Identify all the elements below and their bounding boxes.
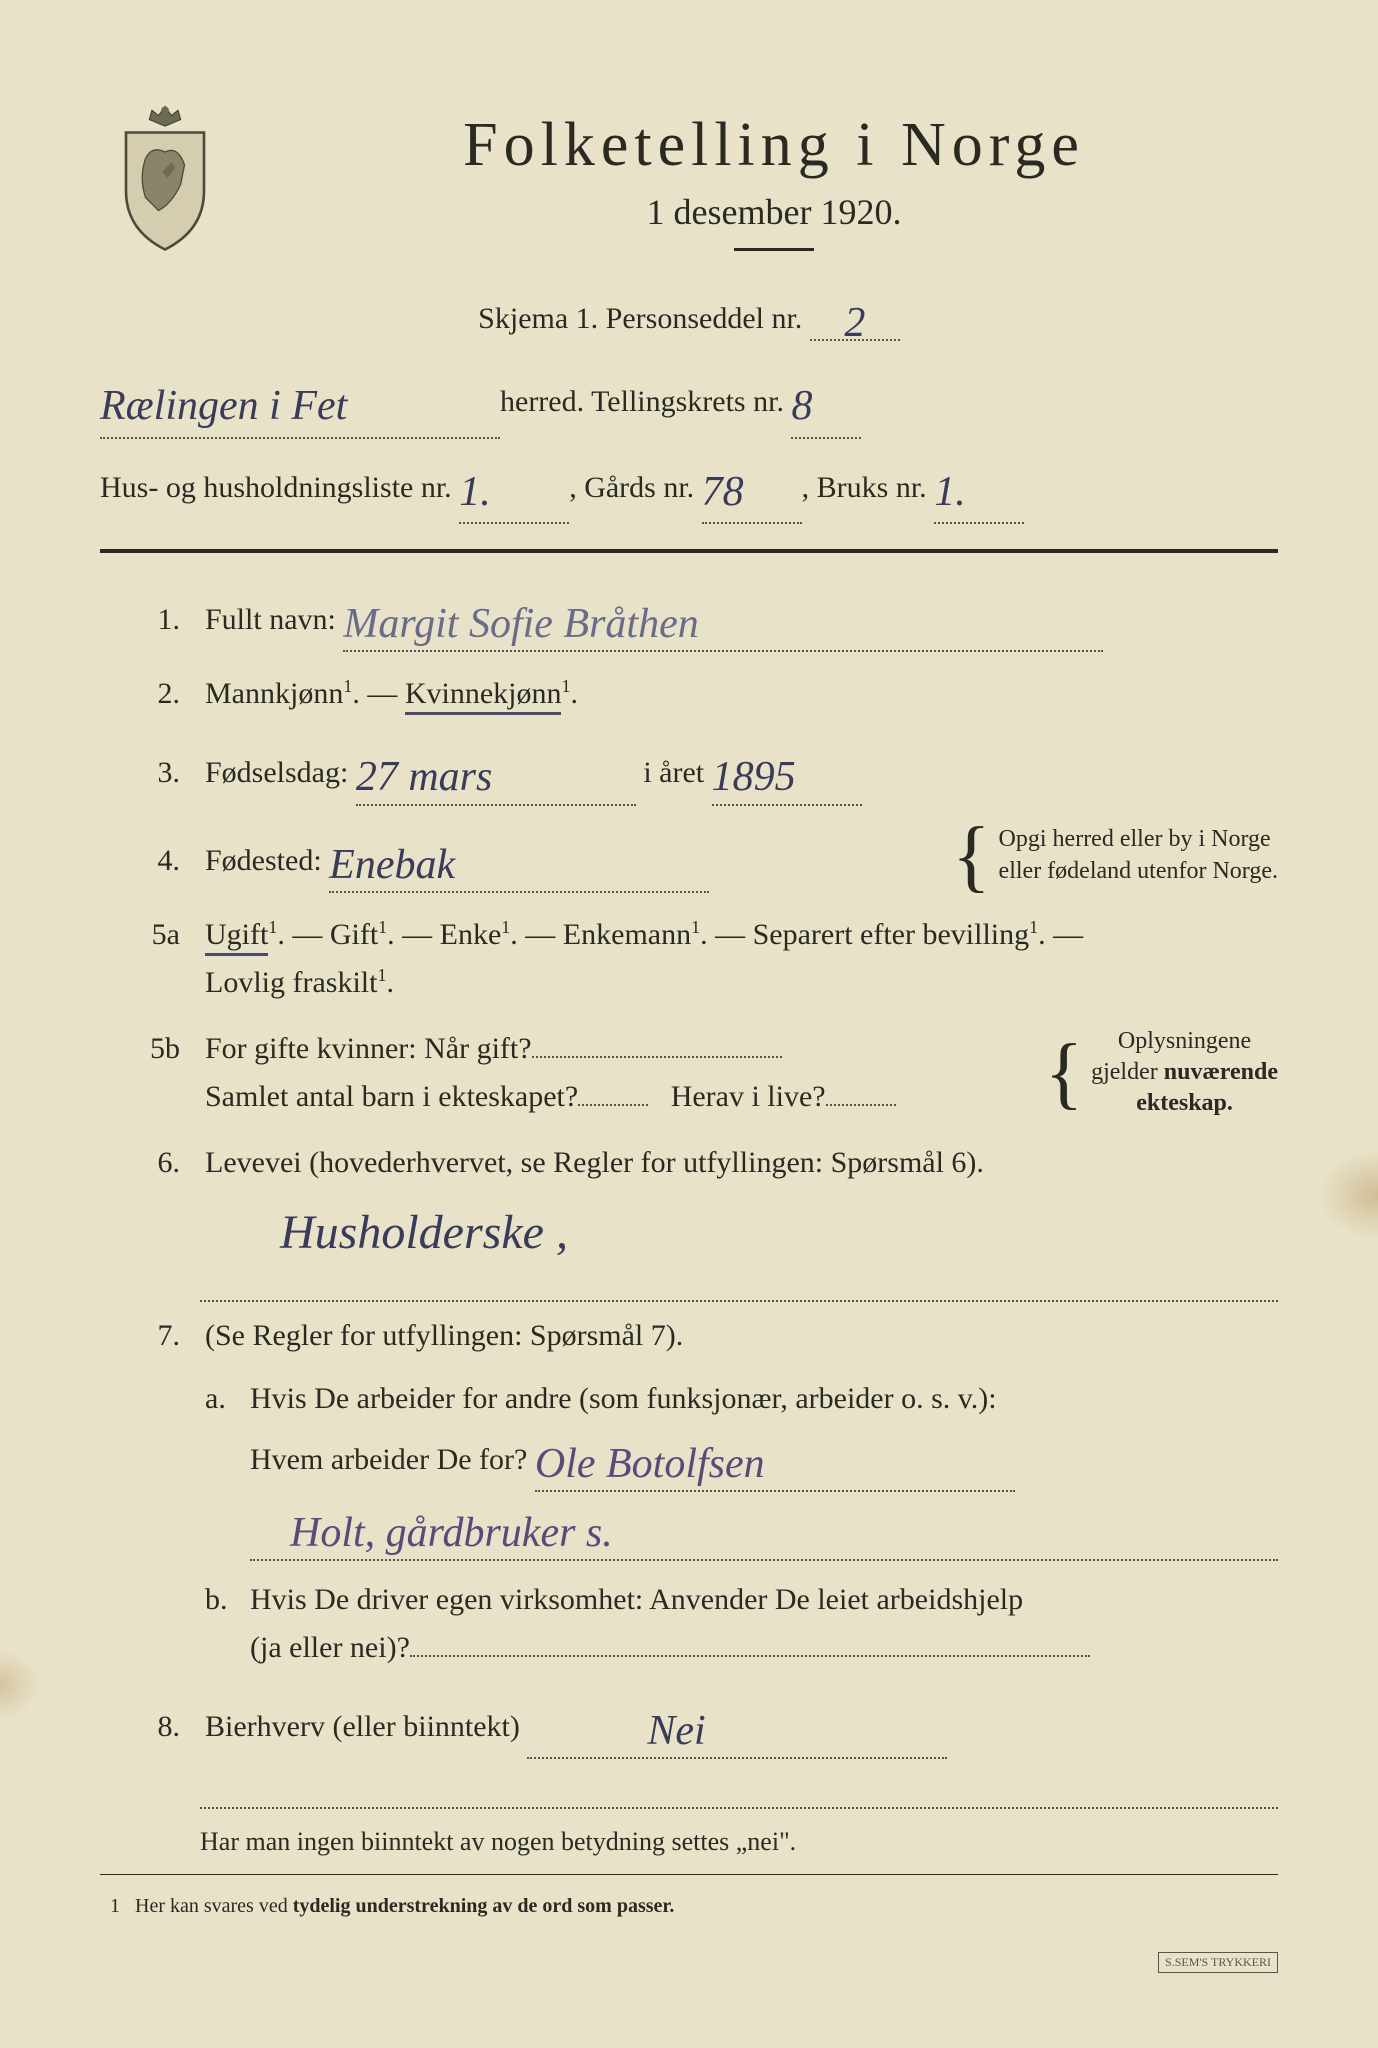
q2-male: Mannkjønn <box>205 677 343 710</box>
q4-note: { Opgi herred eller by i Norge eller fød… <box>944 824 1278 888</box>
q-num: 7. <box>100 1319 205 1353</box>
herred-line: Rælingen i Fetherred. Tellingskrets nr. … <box>100 361 1278 439</box>
blank-line <box>200 1270 1278 1302</box>
birth-year: 1895 <box>712 744 796 811</box>
birth-day: 27 mars <box>356 744 493 811</box>
husliste-label: Hus- og husholdningsliste nr. <box>100 471 452 504</box>
q5b-note: { Oplysningene gjelder nuværende ekteska… <box>1037 1026 1278 1120</box>
q6-label: Levevei (hovederhvervet, se Regler for u… <box>205 1146 984 1179</box>
paper-stain <box>0 1650 40 1720</box>
q-num: 5b <box>100 1032 205 1066</box>
q4-note-a: Opgi herred eller by i Norge <box>999 824 1278 855</box>
footer-note: Har man ingen biinntekt av nogen betydni… <box>200 1819 1278 1866</box>
schema-label: Skjema 1. Personseddel nr. <box>478 302 802 335</box>
marital-separert: Separert efter bevilling <box>753 918 1030 951</box>
q4-label: Fødested: <box>205 844 322 877</box>
q-num: 4. <box>100 844 205 878</box>
marital-enkemann: Enkemann <box>563 918 691 951</box>
marital-gift: Gift <box>330 918 378 951</box>
q5b-line2b: Herav i live? <box>671 1080 826 1113</box>
personseddel-nr: 2 <box>844 299 865 347</box>
rule <box>100 1874 1278 1875</box>
marital-ugift-selected: Ugift <box>205 918 268 956</box>
q7a-text2: Hvem arbeider De for? <box>250 1443 527 1476</box>
marital-enke: Enke <box>440 918 502 951</box>
coat-of-arms-icon <box>100 100 230 260</box>
q-num: 5a <box>100 918 205 952</box>
q1: 1. Fullt navn: Margit Sofie Bråthen <box>100 583 1278 652</box>
gards-label: , Gårds nr. <box>569 471 694 504</box>
q-num: 2. <box>100 677 205 711</box>
q7-intro: (Se Regler for utfyllingen: Spørsmål 7). <box>205 1312 1278 1360</box>
q7a-text1: Hvis De arbeider for andre (som funksjon… <box>250 1375 1278 1423</box>
header: Folketelling i Norge 1 desember 1920. <box>100 90 1278 281</box>
q5a: 5a Ugift1. — Gift1. — Enke1. — Enkemann1… <box>100 911 1278 1007</box>
full-name: Margit Sofie Bråthen <box>343 591 698 658</box>
occupation: Husholderske , <box>280 1205 568 1260</box>
q4: 4. Fødested: Enebak { Opgi herred eller … <box>100 824 1278 893</box>
footnote-num: 1 <box>100 1895 130 1918</box>
marital-fraskilt: Lovlig fraskilt <box>205 966 377 999</box>
blank-line <box>200 1777 1278 1809</box>
dash: — <box>367 677 405 710</box>
q7: 7. (Se Regler for utfyllingen: Spørsmål … <box>100 1312 1278 1672</box>
q5b-note3: ekteskap. <box>1136 1090 1233 1116</box>
husliste-line: Hus- og husholdningsliste nr. 1., Gårds … <box>100 447 1278 525</box>
q-num: 8. <box>100 1710 205 1744</box>
herred-value: Rælingen i Fet <box>100 369 347 445</box>
paper-stain <box>1318 1150 1378 1240</box>
census-date: 1 desember 1920. <box>270 191 1278 233</box>
q7b-label: b. <box>205 1576 250 1672</box>
q6: 6. Levevei (hovederhvervet, se Regler fo… <box>100 1139 1278 1187</box>
q5b-line1: For gifte kvinner: Når gift? <box>205 1032 532 1065</box>
q3: 3. Fødselsdag: 27 mars i året 1895 <box>100 736 1278 805</box>
q8-label: Bierhverv (eller biinntekt) <box>205 1710 520 1743</box>
rule <box>100 549 1278 553</box>
q3-mid: i året <box>643 756 711 789</box>
schema-line: Skjema 1. Personseddel nr. 2 <box>100 291 1278 341</box>
census-form-page: Folketelling i Norge 1 desember 1920. Sk… <box>0 0 1378 2048</box>
bruks-nr: 1. <box>934 455 966 531</box>
q-num: 3. <box>100 756 205 790</box>
q3-label: Fødselsdag: <box>205 756 348 789</box>
printer-mark: S.SEM'S TRYKKERI <box>1158 1952 1278 1973</box>
q8: 8. Bierhverv (eller biinntekt) Nei <box>100 1690 1278 1759</box>
q2: 2. Mannkjønn1. — Kvinnekjønn1. <box>100 670 1278 718</box>
tellingskrets-nr: 8 <box>791 369 812 445</box>
q2-female-selected: Kvinnekjønn <box>405 677 562 715</box>
q-num: 1. <box>100 603 205 637</box>
q7b-text1: Hvis De driver egen virksomhet: Anvender… <box>250 1576 1278 1624</box>
divider <box>734 248 814 251</box>
q4-note-b: eller fødeland utenfor Norge. <box>999 856 1278 887</box>
q7b-text2: (ja eller nei)? <box>250 1631 410 1664</box>
footnote: 1 Her kan svares ved tydelig understrekn… <box>100 1895 1278 1918</box>
main-title: Folketelling i Norge <box>270 110 1278 181</box>
bruks-label: , Bruks nr. <box>802 471 927 504</box>
title-block: Folketelling i Norge 1 desember 1920. <box>270 90 1278 281</box>
herred-suffix: herred. Tellingskrets nr. <box>500 385 784 418</box>
birthplace: Enebak <box>329 832 455 899</box>
secondary-occupation: Nei <box>647 1698 705 1765</box>
q1-label: Fullt navn: <box>205 603 336 636</box>
gards-nr: 78 <box>702 455 744 531</box>
q5b-line2a: Samlet antal barn i ekteskapet? <box>205 1080 578 1113</box>
employer-detail: Holt, gårdbruker s. <box>290 1510 613 1556</box>
q-num: 6. <box>100 1146 205 1180</box>
employer-name: Ole Botolfsen <box>535 1441 765 1487</box>
q5b: 5b For gifte kvinner: Når gift? Samlet a… <box>100 1025 1278 1121</box>
q7a-label: a. <box>205 1375 250 1561</box>
q5b-note1: Oplysningene <box>1091 1026 1278 1057</box>
husliste-nr: 1. <box>459 455 491 531</box>
